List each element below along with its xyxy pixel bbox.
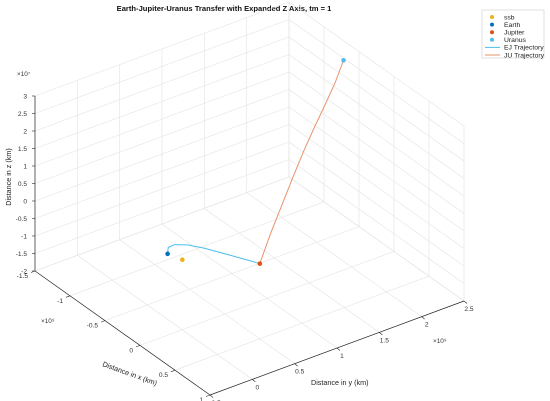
y-tick-mark [421,316,425,320]
z-tick-label: 2.5 [18,111,27,118]
y-tick-label: 0 [255,384,259,391]
z-tick-label: -2 [21,268,27,275]
y-tick-mark [252,379,256,383]
y-tick-label: 0.5 [295,369,304,376]
wall-gridline [34,71,290,167]
x-axis-line [34,270,211,396]
legend-marker [490,15,494,19]
x-tick-label: 0.5 [159,372,168,379]
y-tick-mark [336,347,341,351]
z-tick-label: 2 [23,128,27,135]
wall-gridline [288,106,465,232]
floor-gridline [77,255,253,380]
wall-gridline [34,141,290,237]
wall-gridline [34,124,290,219]
legend-label: Jupiter [504,30,525,37]
wall-gridline [288,36,465,162]
axis-ticks: -1.5-1-0.500.51-0.500.511.522.5-2-1.5-1-… [16,93,474,401]
z-tick-label: -0.5 [16,216,28,223]
x-tick-label: -1 [57,298,63,305]
x-tick-mark [170,369,176,372]
wall-gridline [34,176,290,272]
y-axis-exponent: ×10⁹ [433,338,447,345]
z-tick-label: -1.5 [16,251,28,258]
x-tick-mark [205,394,211,397]
x-tick-label: 0 [129,347,133,354]
x-axis-exponent: ×10⁹ [41,318,55,325]
y-tick-mark [463,300,468,304]
axes-grid [34,1,465,396]
x-tick-label: -0.5 [87,323,99,330]
ej-trajectory-line [167,244,260,265]
wall-gridline [34,106,290,202]
earth-marker [165,251,170,257]
legend-label: EJ Trajectory [504,45,544,52]
y-tick-label: 1 [340,353,344,360]
x-tick-mark [65,295,71,298]
wall-gridline [288,124,465,249]
x-tick-label: 1 [199,397,203,401]
ju-trajectory-line [259,60,344,264]
wall-gridline [288,54,465,179]
y-axis-label: Distance in y (km) [311,378,369,387]
x-tick-label: -1.5 [17,273,29,280]
legend-marker [490,37,494,42]
wall-gridline [288,1,465,127]
z-tick-label: 0 [23,198,27,205]
chart-title: Earth-Jupiter-Uranus Transfer with Expan… [117,4,332,13]
body-markers [165,57,346,266]
jupiter-marker [257,261,263,266]
z-tick-label: 0.5 [18,181,27,188]
wall-gridline [34,1,290,97]
legend-label: ssb [504,14,515,21]
wall-gridline [288,89,465,214]
z-tick-label: 1 [23,163,27,170]
z-tick-label: -1 [21,233,27,240]
wall-gridline [288,159,465,284]
z-axis-exponent: ×10⁷ [17,71,31,78]
floor-gridline [119,239,295,364]
z-axis-label: Distance in z (km) [4,148,13,206]
wall-gridline [288,176,465,302]
ssb-marker [180,257,185,263]
legend-marker [490,22,494,27]
floor-gridline [246,192,422,317]
wall-gridline [34,159,290,254]
wall-gridline [288,141,465,267]
z-tick-label: 3 [23,93,27,100]
wall-gridline [34,19,290,114]
x-axis-label: Distance in x (km) [101,359,158,387]
wall-gridline [288,71,465,197]
legend-marker [490,30,494,35]
z-tick-label: 1.5 [18,146,27,153]
wall-gridline [288,19,465,144]
wall-gridline [34,89,290,184]
y-tick-mark [209,394,214,398]
legend-label: JU Trajectory [504,52,545,59]
y-tick-label: 2 [425,322,429,329]
wall-gridline [34,36,290,132]
y-tick-mark [294,363,298,367]
legend-label: Uranus [504,37,527,44]
wall-gridline [34,54,290,149]
y-tick-label: 2.5 [464,306,473,313]
legend-label: Earth [504,22,520,29]
floor-gridline [161,223,338,349]
uranus-marker [341,57,346,63]
x-tick-mark [100,320,106,323]
floor-gridline [204,208,380,333]
y-tick-label: 1.5 [380,337,389,344]
y-tick-mark [379,332,383,336]
x-tick-mark [135,345,141,348]
trajectory-series [167,60,344,265]
